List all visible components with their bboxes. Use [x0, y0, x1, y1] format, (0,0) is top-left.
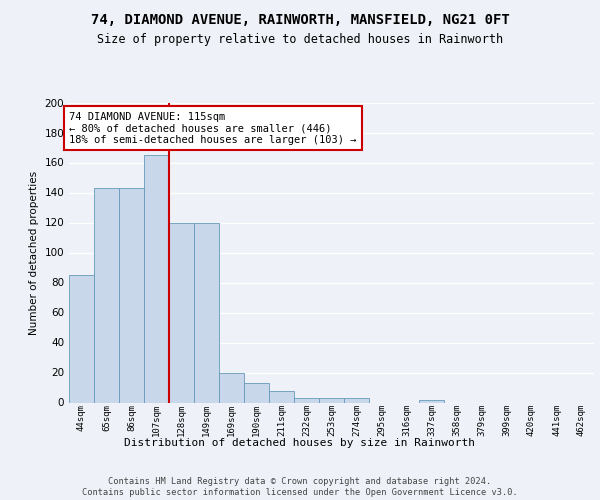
Text: Distribution of detached houses by size in Rainworth: Distribution of detached houses by size … — [125, 438, 476, 448]
Bar — [194, 222, 219, 402]
Bar — [169, 222, 194, 402]
Bar — [419, 400, 444, 402]
Y-axis label: Number of detached properties: Number of detached properties — [29, 170, 39, 334]
Bar — [144, 155, 169, 402]
Bar — [69, 275, 94, 402]
Bar — [94, 188, 119, 402]
Bar — [319, 398, 344, 402]
Text: 74, DIAMOND AVENUE, RAINWORTH, MANSFIELD, NG21 0FT: 74, DIAMOND AVENUE, RAINWORTH, MANSFIELD… — [91, 12, 509, 26]
Bar — [294, 398, 319, 402]
Text: Contains HM Land Registry data © Crown copyright and database right 2024.
Contai: Contains HM Land Registry data © Crown c… — [82, 478, 518, 497]
Bar — [219, 372, 244, 402]
Bar — [119, 188, 144, 402]
Text: 74 DIAMOND AVENUE: 115sqm
← 80% of detached houses are smaller (446)
18% of semi: 74 DIAMOND AVENUE: 115sqm ← 80% of detac… — [69, 112, 356, 144]
Bar — [244, 383, 269, 402]
Text: Size of property relative to detached houses in Rainworth: Size of property relative to detached ho… — [97, 32, 503, 46]
Bar — [269, 390, 294, 402]
Bar — [344, 398, 369, 402]
